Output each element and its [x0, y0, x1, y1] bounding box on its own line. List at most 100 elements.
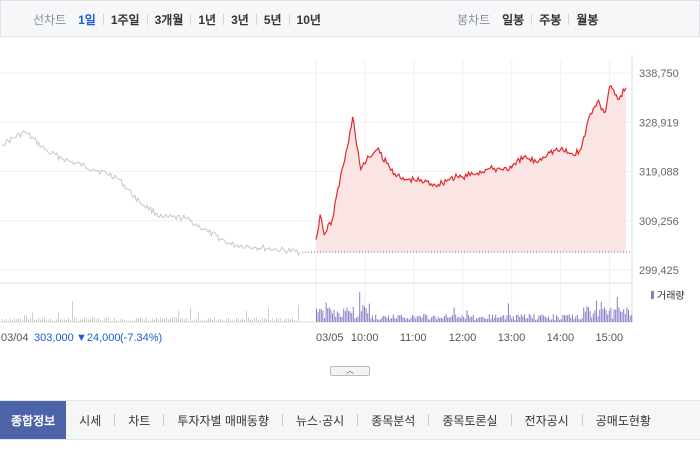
volume-bar: [325, 302, 327, 322]
volume-bar-prev: [14, 318, 15, 322]
volume-bar: [610, 307, 612, 322]
volume-bar-prev: [120, 319, 121, 322]
volume-bar-prev: [28, 319, 29, 322]
periods-0[interactable]: 1일: [78, 13, 96, 27]
volume-bar-prev: [262, 318, 263, 322]
volume-bar-prev: [18, 318, 19, 322]
candle_periods-2[interactable]: 월봉: [576, 13, 599, 27]
tab-7[interactable]: 전자공시: [524, 413, 569, 428]
periods-5[interactable]: 5년: [263, 13, 282, 27]
tab-0[interactable]: 종합정보: [0, 401, 67, 439]
volume-bar: [530, 315, 532, 322]
volume-bar-prev: [84, 318, 85, 322]
periods-4[interactable]: 3년: [231, 13, 249, 27]
volume-bar: [344, 310, 346, 322]
periods-3[interactable]: 1년: [198, 13, 217, 27]
volume-bar: [560, 319, 562, 322]
volume-bar: [522, 316, 524, 322]
volume-bar: [541, 314, 543, 322]
volume-bar: [391, 317, 393, 322]
volume-bar-prev: [8, 320, 9, 322]
volume-bar: [570, 317, 572, 322]
separator: [102, 14, 104, 25]
volume-bar-prev: [232, 319, 233, 322]
volume-bar: [394, 318, 396, 322]
volume-bar: [351, 313, 353, 322]
tab-6[interactable]: 종목토론실: [442, 413, 498, 428]
volume-bar-prev: [296, 320, 297, 322]
volume-bar-prev: [30, 318, 31, 322]
volume-bar: [468, 315, 469, 322]
volume-bar: [346, 307, 348, 322]
volume-bar: [408, 319, 410, 322]
collapse-chart-button[interactable]: ︿: [330, 366, 370, 376]
tab-4[interactable]: 뉴스·공시: [296, 413, 345, 428]
volume-bar: [349, 311, 351, 322]
volume-bar-prev: [66, 319, 67, 322]
volume-bar-prev: [138, 318, 139, 322]
volume-bar-prev: [130, 320, 131, 322]
volume-bar-prev: [148, 320, 149, 322]
volume-bar: [535, 319, 537, 322]
tab-5[interactable]: 종목분석: [371, 413, 416, 428]
tab-separator: [114, 414, 116, 426]
tab-2[interactable]: 차트: [128, 413, 151, 428]
volume-bar-prev: [114, 317, 115, 322]
volume-bar-prev: [152, 318, 153, 322]
volume-bar: [508, 303, 509, 322]
x-tick-label: 12:00: [449, 332, 477, 344]
periods-2[interactable]: 3개월: [154, 13, 184, 27]
volume-bar: [490, 319, 492, 322]
volume-bar-prev: [204, 320, 205, 322]
volume-bar: [437, 316, 439, 322]
tab-1[interactable]: 시세: [79, 413, 102, 428]
volume-bar: [327, 308, 329, 322]
volume-bar-prev: [70, 319, 71, 322]
volume-bar: [501, 316, 503, 322]
volume-bar: [607, 314, 609, 322]
volume-bar-prev: [58, 312, 59, 322]
tab-separator: [428, 414, 430, 426]
candle-chart-label: 봉차트: [457, 13, 491, 27]
volume-bar: [381, 317, 383, 322]
volume-bar-prev: [200, 320, 201, 322]
volume-bar: [552, 314, 554, 322]
volume-bar: [604, 307, 605, 322]
separator: [190, 14, 192, 25]
volume-bar: [452, 315, 453, 322]
volume-bar: [586, 306, 588, 322]
periods-6[interactable]: 10년: [296, 13, 321, 27]
volume-bar: [316, 308, 317, 322]
volume-bar-prev: [34, 320, 35, 322]
volume-bar-prev: [140, 317, 141, 322]
volume-panel: 거래량: [2, 290, 685, 322]
volume-bar-prev: [202, 320, 203, 322]
periods-1[interactable]: 1주일: [110, 13, 140, 27]
volume-bar-prev: [230, 319, 231, 322]
volume-bar: [370, 318, 372, 322]
volume-bar-prev: [168, 319, 169, 322]
volume-bar: [330, 309, 332, 322]
volume-bar: [400, 314, 402, 322]
line-chart-periods: 선차트 1일 1주일 3개월 1년 3년 5년 10년: [33, 1, 321, 38]
tab-8[interactable]: 공매도현황: [595, 413, 651, 428]
volume-bar-prev: [290, 319, 291, 322]
volume-bar: [480, 317, 482, 322]
volume-bar: [436, 319, 437, 322]
tab-3[interactable]: 투자자별 매매동향: [177, 413, 270, 428]
candle_periods-1[interactable]: 주봉: [539, 13, 562, 27]
volume-bar: [333, 309, 335, 322]
volume-bar: [343, 308, 345, 322]
volume-bar-prev: [146, 317, 147, 322]
y-tick-label: 338,750: [639, 68, 679, 80]
tab-separator: [510, 414, 512, 426]
volume-bar-prev: [12, 319, 13, 322]
volume-bar: [546, 317, 548, 322]
volume-bar: [527, 317, 529, 322]
volume-bar: [496, 317, 498, 322]
candle_periods-0[interactable]: 일봉: [502, 13, 525, 27]
volume-bar: [484, 318, 485, 322]
volume-bar: [602, 309, 604, 322]
volume-bar: [392, 314, 394, 322]
